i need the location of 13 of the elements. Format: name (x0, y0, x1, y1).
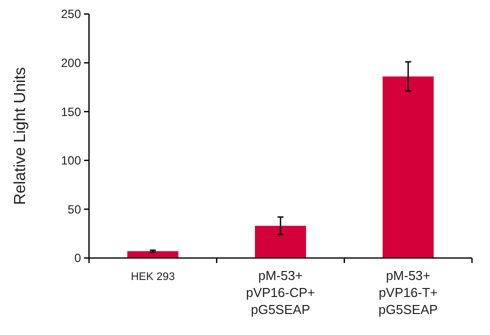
y-tick-label: 250 (60, 7, 82, 22)
y-tick-label: 200 (60, 56, 82, 70)
x-tick-label: HEK 293 (130, 271, 175, 283)
bar (254, 226, 306, 258)
y-tick-label: 50 (68, 202, 82, 216)
x-tick-label: pM-53+ pVP16-CP+ pG5SEAP (246, 268, 316, 317)
bar (382, 76, 434, 258)
y-tick-label: 0 (74, 251, 82, 266)
x-tick-label: pM-53+ pVP16-T+ pG5SEAP (378, 268, 438, 317)
y-axis-title: Relative Light Units (12, 67, 29, 205)
y-tick-label: 100 (60, 154, 82, 168)
y-tick-label: 150 (60, 104, 82, 119)
bar (127, 251, 178, 258)
